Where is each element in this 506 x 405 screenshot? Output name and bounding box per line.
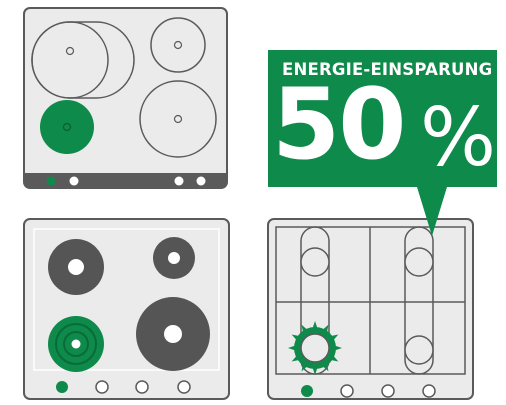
stove-gas-icon bbox=[267, 218, 474, 400]
flame-icon bbox=[288, 321, 342, 375]
energy-savings-callout: ENERGIE-EINSPARUNG 50 % bbox=[272, 60, 497, 178]
stove-radiant-icon bbox=[23, 7, 228, 189]
stove-hotplate-icon bbox=[23, 218, 230, 400]
callout-heading: ENERGIE-EINSPARUNG bbox=[282, 60, 493, 79]
speech-bubble-icon bbox=[268, 50, 497, 236]
savings-value: 50 bbox=[272, 68, 406, 182]
savings-unit: % bbox=[420, 91, 497, 184]
